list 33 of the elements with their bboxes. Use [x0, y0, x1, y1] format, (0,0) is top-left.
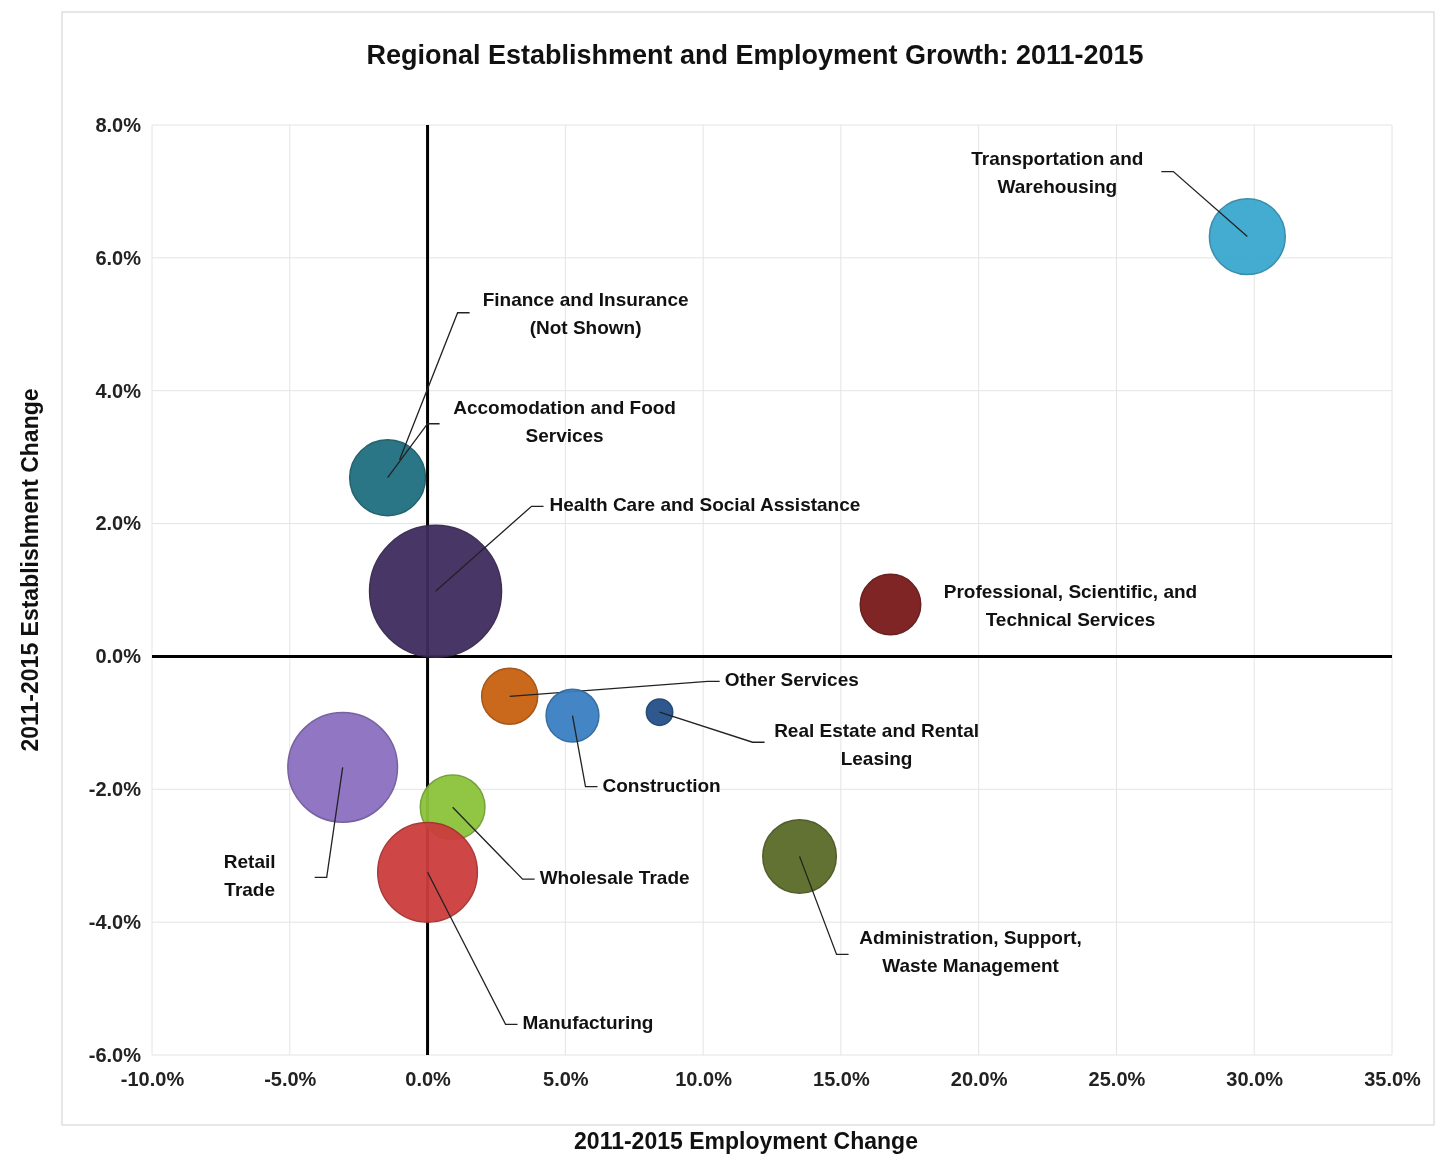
text: Administration, Support, Waste Management [859, 927, 1082, 977]
series-label: Accomodation and Food Services [453, 396, 676, 446]
x-tick-label: 30.0% [1226, 1068, 1284, 1090]
text: Real Estate and Rental Leasing [774, 720, 979, 770]
x-tick-label: 35.0% [1364, 1068, 1422, 1090]
text: Transportation and Warehousing [971, 147, 1144, 197]
text: Construction [602, 774, 721, 796]
text: Manufacturing [522, 1012, 654, 1034]
text: Retail Trade [223, 851, 276, 901]
annotation: Finance and Insurance (Not Shown) [482, 288, 689, 338]
x-tick-label: 5.0% [543, 1068, 589, 1090]
y-axis-title: 2011-2015 Establishment Change [17, 388, 43, 752]
chart-title: Regional Establishment and Employment Growth: 2011-2015 [366, 40, 1144, 70]
x-tick-label: 10.0% [675, 1068, 733, 1090]
y-tick-label: 4.0% [95, 379, 142, 402]
x-tick-label: 25.0% [1088, 1068, 1146, 1090]
y-tick-label: -4.0% [88, 911, 142, 934]
x-axis-title: 2011-2015 Employment Change [574, 1128, 918, 1154]
text: Wholesale Trade [539, 867, 690, 889]
y-tick-label: 6.0% [95, 246, 142, 269]
x-tick-label: 15.0% [813, 1068, 870, 1090]
y-tick-label: -6.0% [88, 1043, 142, 1066]
x-tick-label: 0.0% [405, 1068, 452, 1090]
text: Other Services [724, 669, 859, 691]
y-tick-label: -2.0% [88, 778, 142, 801]
x-tick-label: -5.0% [264, 1068, 317, 1090]
y-tick-label: 0.0% [95, 645, 142, 668]
y-tick-label: 2.0% [95, 512, 142, 535]
text: Health Care and Social Assistance [549, 494, 861, 516]
x-tick-label: -10.0% [120, 1068, 185, 1090]
y-tick-label: 8.0% [95, 113, 142, 136]
series-label: Professional, Scientific, and Technical Services [943, 580, 1198, 630]
x-tick-label: 20.0% [950, 1068, 1008, 1090]
